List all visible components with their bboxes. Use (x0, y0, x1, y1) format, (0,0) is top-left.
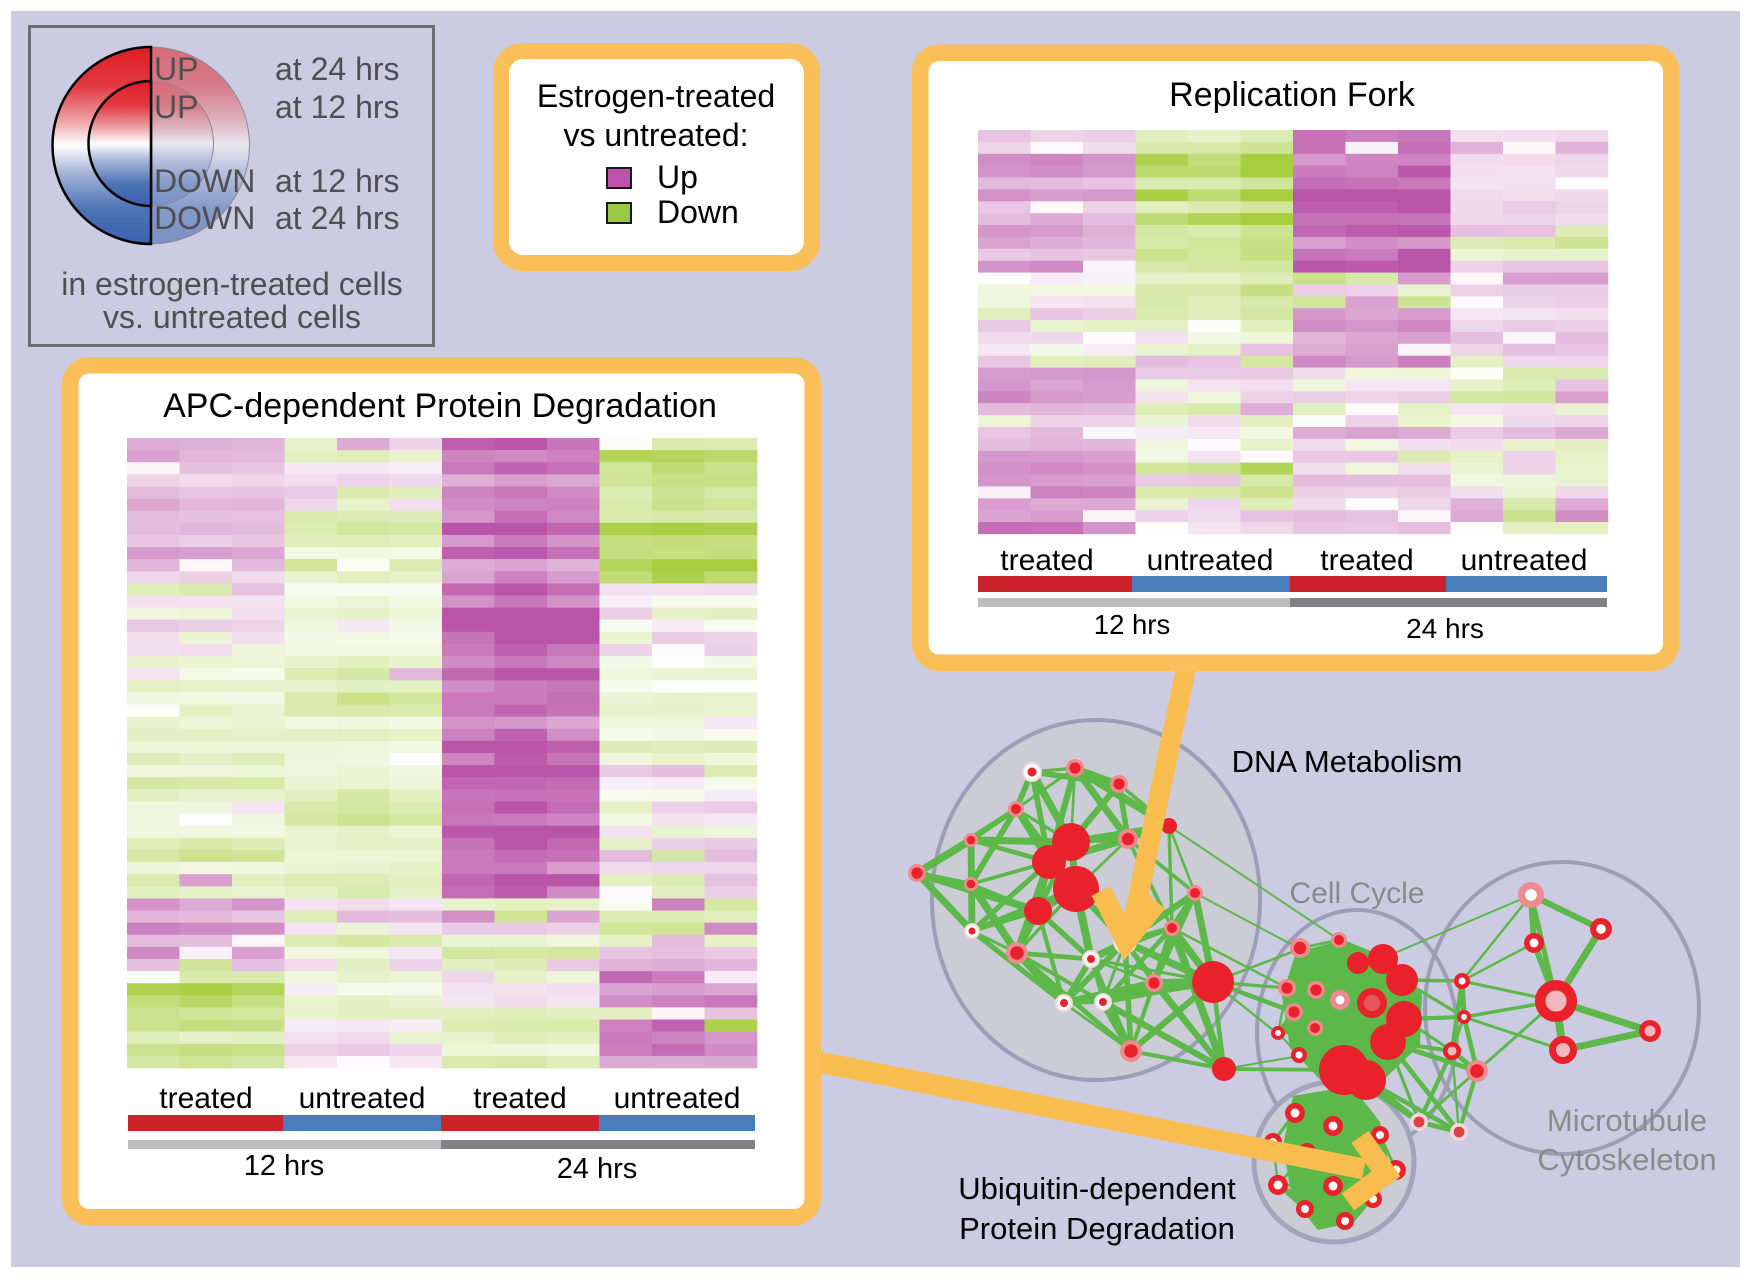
svg-text:24 hrs: 24 hrs (557, 1153, 638, 1185)
svg-text:Down: Down (657, 194, 739, 230)
svg-text:Microtubule: Microtubule (1547, 1103, 1707, 1138)
svg-text:Replication Fork: Replication Fork (1169, 76, 1416, 114)
svg-text:12 hrs: 12 hrs (244, 1150, 325, 1182)
svg-text:in estrogen-treated cells: in estrogen-treated cells (61, 266, 403, 302)
svg-text:DOWN: DOWN (154, 163, 255, 199)
svg-text:UP: UP (154, 51, 198, 87)
svg-text:Up: Up (657, 159, 698, 195)
svg-text:untreated: untreated (1147, 544, 1274, 577)
svg-text:Ubiquitin-dependent: Ubiquitin-dependent (958, 1171, 1236, 1206)
svg-text:untreated: untreated (614, 1082, 741, 1115)
svg-text:at 24 hrs: at 24 hrs (275, 200, 400, 236)
svg-text:untreated: untreated (1461, 544, 1588, 577)
svg-text:at 24 hrs: at 24 hrs (275, 51, 400, 87)
svg-text:treated: treated (159, 1082, 252, 1115)
svg-text:12 hrs: 12 hrs (1094, 609, 1170, 640)
svg-text:treated: treated (1320, 544, 1413, 577)
svg-text:DNA Metabolism: DNA Metabolism (1232, 744, 1463, 779)
svg-text:DOWN: DOWN (154, 200, 255, 236)
svg-text:Cytoskeleton: Cytoskeleton (1537, 1142, 1716, 1177)
svg-text:at 12 hrs: at 12 hrs (275, 89, 400, 125)
svg-text:at 12 hrs: at 12 hrs (275, 163, 400, 199)
svg-text:treated: treated (1000, 544, 1093, 577)
svg-text:Cell Cycle: Cell Cycle (1289, 877, 1424, 910)
svg-text:untreated: untreated (299, 1082, 426, 1115)
svg-text:APC-dependent Protein Degradat: APC-dependent Protein Degradation (163, 387, 717, 425)
svg-text:Estrogen-treated: Estrogen-treated (537, 78, 775, 114)
svg-text:Protein Degradation: Protein Degradation (959, 1211, 1235, 1246)
svg-text:vs untreated:: vs untreated: (564, 117, 749, 153)
svg-text:UP: UP (154, 89, 198, 125)
svg-text:vs. untreated cells: vs. untreated cells (103, 299, 361, 335)
svg-text:24 hrs: 24 hrs (1406, 613, 1484, 644)
svg-text:treated: treated (473, 1082, 566, 1115)
